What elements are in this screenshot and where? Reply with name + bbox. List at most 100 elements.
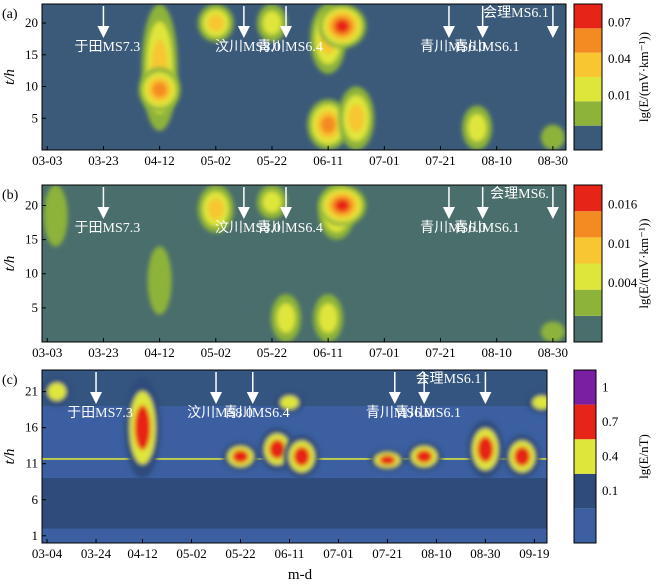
heatmap-blob-6 [467, 420, 504, 479]
heatmap-blob-3 [283, 434, 320, 479]
colorbar-frame [573, 369, 597, 544]
y-tick-label: 10 [25, 79, 38, 94]
colorbar-swatch [574, 404, 596, 440]
event-label: 会理MS6.1 [483, 5, 549, 21]
colorbar-tick-label: 0.01 [608, 87, 631, 102]
heatmap-blob-2 [197, 185, 234, 233]
heatmap-blob-9 [540, 124, 565, 150]
y-tick-label: 15 [25, 232, 38, 247]
x-tick-label: 05-22 [257, 345, 287, 360]
x-tick-label: 04-12 [127, 546, 157, 561]
heatmap-blob-8 [540, 321, 565, 342]
x-tick-label: 03-03 [32, 153, 62, 168]
panel-label: (b) [2, 188, 19, 203]
y-tick-label: 5 [32, 300, 39, 315]
colorbar-swatch [574, 439, 596, 474]
panel-c: 03-04 03-24 04-12 05-02 05-22 06-11 07-01 07-21… [2, 369, 651, 561]
x-tick-label: 05-22 [225, 546, 255, 561]
event-label: 于田MS7.3 [75, 221, 141, 236]
colorbar-swatch [574, 263, 602, 290]
x-tick-label: 07-01 [369, 345, 399, 360]
colorbar-swatch [574, 237, 602, 264]
heatmap-background [42, 185, 566, 342]
event-label: 青川MS6.1 [454, 39, 520, 55]
x-tick-label: 06-11 [313, 345, 343, 360]
colorbar-tick-label: 0.7 [602, 414, 619, 429]
heatmap-blob-1 [222, 442, 259, 471]
x-tick-label: 08-30 [538, 345, 568, 360]
colorbar-swatch [574, 315, 602, 342]
colorbar-swatch [574, 52, 602, 77]
y-tick-label: 21 [25, 384, 38, 399]
heatmap-blob-6 [271, 294, 302, 342]
panel-label: (a) [2, 7, 18, 22]
colorbar-tick-label: 0.1 [602, 483, 618, 498]
heatmap-blob-3 [256, 185, 287, 220]
colorbar-tick-label: 0.04 [608, 51, 631, 66]
heatmap-blob-5 [318, 4, 367, 49]
x-tick-label: 08-30 [538, 153, 568, 168]
y-tick-label: 20 [25, 197, 38, 212]
event-label: 青川MS6.0 [420, 39, 486, 55]
x-tick-label: 05-02 [176, 546, 206, 561]
y-tick-label: 10 [25, 266, 38, 281]
heatmap-field [138, 4, 565, 150]
colorbar-tick-label: 0.4 [602, 449, 619, 464]
x-axis-label: m-d [288, 567, 313, 583]
heatmap-blob-8 [42, 377, 72, 407]
colorbar-swatch [574, 289, 602, 316]
heatmap-blob-5 [406, 442, 443, 471]
heatmap-blob-1 [147, 246, 172, 315]
x-tick-label: 05-02 [201, 345, 231, 360]
y-tick-label: 5 [32, 110, 39, 125]
x-tick-label: 03-24 [81, 546, 112, 561]
y-tick-label: 20 [25, 15, 38, 30]
x-tick-label: 07-21 [425, 345, 455, 360]
heatmap-field [42, 370, 547, 529]
heatmap-blob-0 [124, 377, 161, 479]
colorbar-frame [573, 184, 603, 343]
colorbar-swatch [574, 77, 602, 102]
event-label: 青川MS6.4 [257, 220, 323, 236]
colorbar-label: lg(E/nT) [636, 434, 651, 479]
heatmap-blob-7 [504, 434, 541, 479]
plot-frame [41, 3, 567, 151]
event-label: 于田MS7.3 [75, 40, 141, 55]
event-label: 青川MS6.1 [454, 220, 520, 236]
colorbar-swatch [574, 473, 596, 509]
colorbar-label: lg(E/(mV·km⁻¹)) [636, 218, 651, 308]
x-tick-label: 08-10 [482, 153, 512, 168]
colorbar-swatch [574, 4, 602, 29]
colorbar-tick-label: 0.07 [608, 14, 631, 29]
colorbar-swatch [574, 211, 602, 238]
x-tick-label: 09-19 [519, 546, 549, 561]
y-tick-label: 1 [32, 528, 39, 543]
colorbar-swatch [574, 508, 596, 543]
event-label: 于田MS7.3 [67, 406, 133, 421]
colorbar-swatch [574, 370, 596, 405]
x-tick-label: 06-11 [275, 546, 305, 561]
colorbar-tick-label: 1 [602, 379, 609, 394]
panel-label: (c) [2, 373, 18, 388]
x-tick-label: 06-11 [313, 153, 343, 168]
heatmap-blob-0 [43, 185, 68, 247]
heatmap-blob-1 [138, 67, 181, 112]
x-tick-label: 03-04 [32, 546, 63, 561]
event-label: 青川MS6.4 [224, 405, 290, 421]
event-label: 青川MS6.1 [395, 405, 461, 421]
event-label: 青川MS6.0 [420, 220, 486, 236]
colorbar-tick-label: 0.004 [608, 275, 638, 290]
x-tick-label: 08-30 [470, 546, 500, 561]
event-label: 汶川MS8.0 [215, 38, 281, 55]
x-tick-label: 07-21 [425, 153, 455, 168]
x-tick-label: 07-01 [323, 546, 353, 561]
event-label: 青川MS6.0 [366, 405, 432, 421]
band-lower [42, 478, 547, 529]
plot-frame [41, 184, 567, 343]
colorbar-tick-label: 0.016 [608, 197, 638, 212]
heatmap-blob-7 [338, 86, 375, 150]
colorbar-frame [573, 3, 603, 151]
colorbar-swatch [574, 101, 602, 126]
heatmap-field [43, 185, 565, 342]
